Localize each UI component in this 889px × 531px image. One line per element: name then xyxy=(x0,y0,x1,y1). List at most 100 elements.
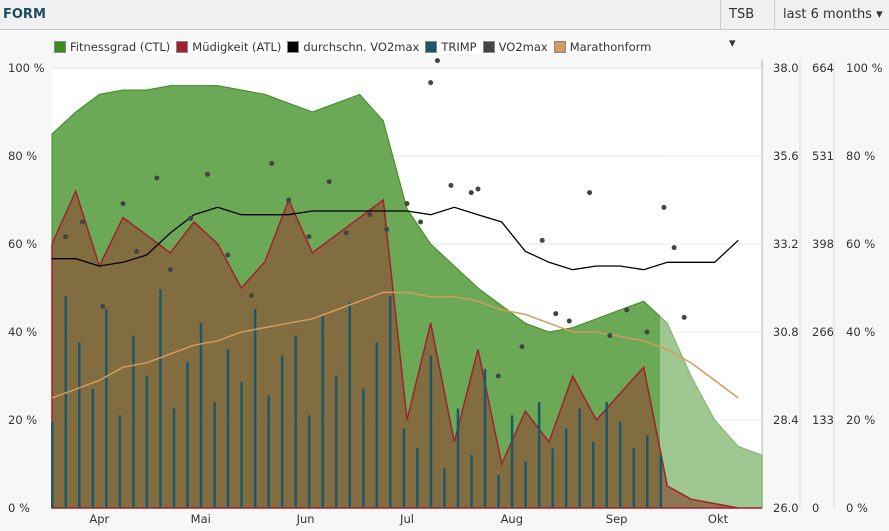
x-tick-label: Apr xyxy=(89,512,109,526)
vo2-point xyxy=(553,311,559,317)
trimp-bar xyxy=(118,415,122,508)
header: FORM TSB ▾ last 6 months ▾ xyxy=(0,0,889,51)
trimp-bar xyxy=(456,408,460,508)
y-right-tick: 20 % xyxy=(846,413,875,427)
trimp-bar xyxy=(105,309,108,508)
trimp-bar xyxy=(240,382,243,508)
vo2-point xyxy=(404,201,410,207)
trimp-bar xyxy=(646,435,649,508)
trimp-bar xyxy=(78,342,81,508)
x-tick-label: Mai xyxy=(191,512,211,526)
x-tick-label: Jun xyxy=(296,512,315,526)
trimp-bar xyxy=(578,408,581,508)
y-right-tick: 40 % xyxy=(846,325,875,339)
trimp-bar xyxy=(510,415,514,508)
vo2-point xyxy=(79,219,85,225)
vo2-point xyxy=(100,303,106,309)
trimp-bar xyxy=(159,289,162,508)
legend-label: Fitnessgrad (CTL) xyxy=(70,40,171,54)
y-trimp-tick: 398 xyxy=(812,237,834,251)
trimp-bar xyxy=(564,428,568,508)
vo2-point xyxy=(306,234,312,240)
trimp-bar xyxy=(132,335,135,508)
y-trimp-tick: 133 xyxy=(812,413,834,427)
vo2-point xyxy=(539,237,545,243)
trimp-bar xyxy=(524,461,527,508)
vo2-point xyxy=(167,267,173,273)
legend-label: Marathonform xyxy=(569,40,652,54)
legend-item-vo2[interactable]: VO2max xyxy=(482,40,548,54)
y-trimp-tick: 0 xyxy=(812,501,819,515)
trimp-bar xyxy=(416,448,419,508)
vo2-point xyxy=(448,182,454,188)
trimp-bar xyxy=(619,421,622,508)
y-vo2-tick: 38.0 xyxy=(773,61,799,75)
forecast-overlay xyxy=(660,68,762,508)
y-vo2-tick: 28.4 xyxy=(773,413,799,427)
vo2-point xyxy=(63,234,69,240)
chart-legend: Fitnessgrad (CTL) Müdigkeit (ATL) durchs… xyxy=(54,40,652,54)
trimp-bar xyxy=(497,474,500,508)
widget-title: FORM xyxy=(3,7,46,22)
y-left-tick: 80 % xyxy=(8,149,37,163)
x-tick-label: Jul xyxy=(399,512,414,526)
legend-item-ctl[interactable]: Fitnessgrad (CTL) xyxy=(54,40,170,54)
trimp-bar xyxy=(348,302,352,508)
x-tick-label: Okt xyxy=(708,512,729,526)
metric-select[interactable]: TSB ▾ xyxy=(720,0,772,51)
y-right-tick: 80 % xyxy=(846,149,875,163)
vo2-point xyxy=(269,160,275,166)
vo2-point xyxy=(519,344,525,350)
vo2-point xyxy=(188,215,194,221)
vo2-point xyxy=(661,204,667,210)
vo2-point xyxy=(587,190,593,196)
trimp-bar xyxy=(362,388,365,508)
trimp-bar xyxy=(145,375,149,508)
y-trimp-tick: 266 xyxy=(812,325,834,339)
vo2-point xyxy=(607,333,613,339)
trimp-bar xyxy=(470,454,473,508)
vo2-point xyxy=(134,248,140,254)
legend-item-atl[interactable]: Müdigkeit (ATL) xyxy=(176,40,281,54)
trimp-bar xyxy=(64,295,68,508)
legend-label: durchschn. VO2max xyxy=(303,40,420,54)
ctl-area xyxy=(51,85,763,509)
trimp-bar xyxy=(429,355,433,508)
trimp-bar xyxy=(51,421,54,508)
y-left-tick: 100 % xyxy=(8,61,45,75)
vo2-point xyxy=(154,175,160,181)
legend-item-avg-vo2[interactable]: durchschn. VO2max xyxy=(287,40,419,54)
range-select[interactable]: last 6 months ▾ xyxy=(774,0,889,29)
legend-item-trimp[interactable]: TRIMP xyxy=(425,40,477,54)
trimp-bar xyxy=(402,428,406,508)
trimp-bar xyxy=(294,335,297,508)
vo2-point xyxy=(475,186,481,192)
chevron-down-icon: ▾ xyxy=(729,36,736,51)
vo2-point xyxy=(644,329,650,335)
trimp-bar xyxy=(307,415,311,508)
trimp-bar xyxy=(375,342,379,508)
trimp-bar xyxy=(321,315,324,508)
trimp-bar xyxy=(443,468,446,508)
trimp-bar xyxy=(213,401,216,508)
vo2-point xyxy=(468,190,474,196)
legend-item-marathon[interactable]: Marathonform xyxy=(553,40,652,54)
vo2-point xyxy=(428,80,434,86)
vo2-point xyxy=(120,201,126,207)
trimp-bar xyxy=(591,441,595,508)
y-left-tick: 0 % xyxy=(8,501,30,515)
x-tick-label: Aug xyxy=(501,512,523,526)
legend-label: Müdigkeit (ATL) xyxy=(192,40,282,54)
trimp-bar xyxy=(253,309,257,508)
vo2-point xyxy=(495,373,501,379)
vo2-point xyxy=(367,212,373,218)
marathon-line xyxy=(51,291,739,399)
trimp-bar xyxy=(186,362,189,508)
y-left-tick: 20 % xyxy=(8,413,37,427)
trimp-bar xyxy=(605,401,608,508)
vo2-point xyxy=(418,219,424,225)
trimp-bar xyxy=(659,454,663,508)
atl-area xyxy=(51,189,762,509)
trimp-bar xyxy=(280,355,284,508)
metric-select-value: TSB xyxy=(729,7,755,22)
